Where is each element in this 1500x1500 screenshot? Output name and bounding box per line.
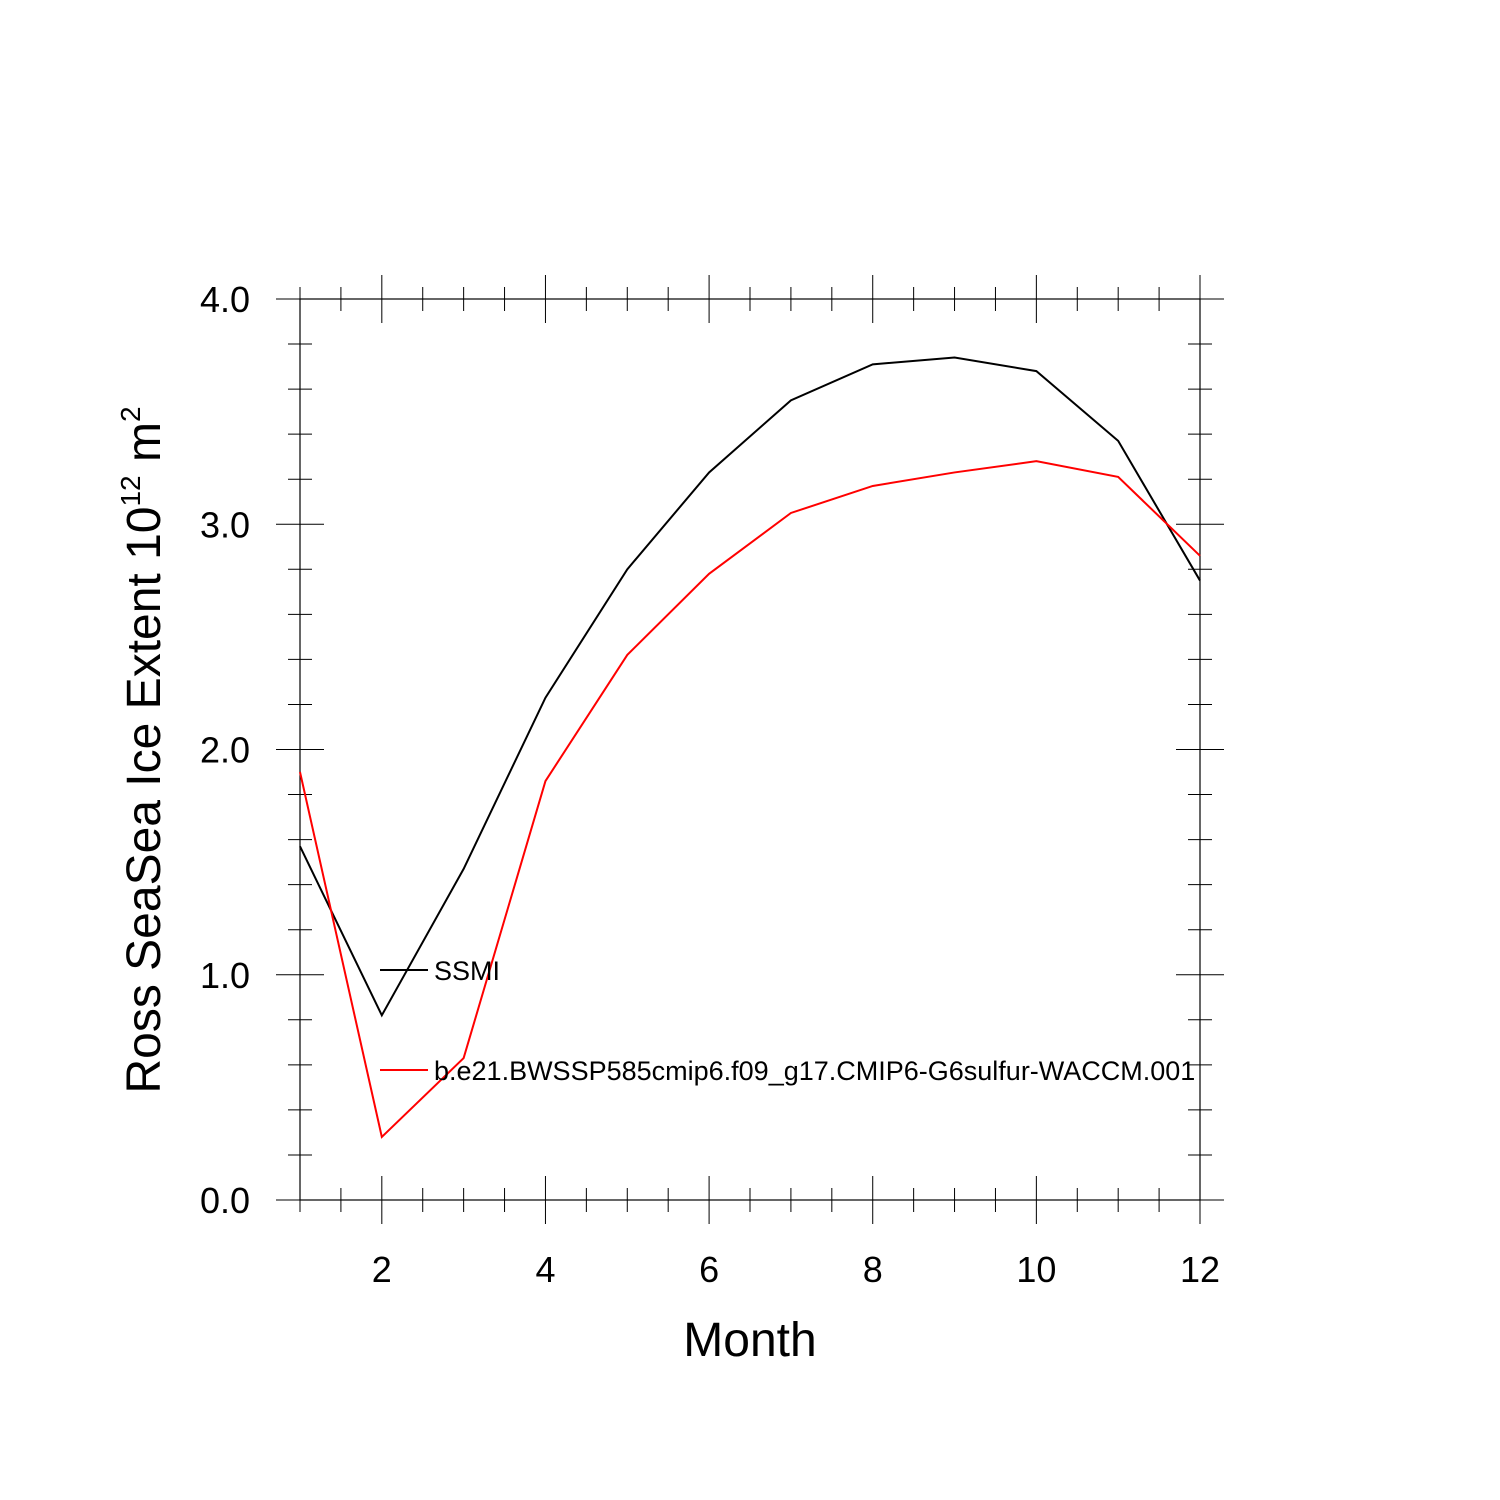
y-tick-label: 3.0 [200, 504, 250, 545]
y-axis-title-main: Ross SeaSea Ice Extent 10 [118, 507, 171, 1094]
x-tick-labels: 2 4 6 8 10 12 [372, 1249, 1220, 1290]
x-tick-label: 6 [699, 1249, 719, 1290]
series-line-ssmi [299, 356, 1201, 1018]
x-tick-label: 10 [1016, 1249, 1056, 1290]
y-axis-title-exp1: 12 [115, 475, 146, 506]
x-tick-label: 12 [1180, 1249, 1220, 1290]
plot-frame [299, 298, 1201, 1201]
series-lines [299, 356, 1201, 1139]
legend-label-ssmi: SSMI [434, 956, 500, 986]
y-axis-title-exp2: 2 [115, 406, 146, 422]
legend: SSMI b.e21.BWSSP585cmip6.f09_g17.CMIP6-G… [380, 956, 1195, 1086]
x-tick-label: 8 [863, 1249, 883, 1290]
y-tick-label: 1.0 [200, 955, 250, 996]
y-tick-label: 0.0 [200, 1180, 250, 1221]
x-tick-label: 4 [535, 1249, 555, 1290]
series-line-model [299, 460, 1201, 1139]
y-axis-title: Ross SeaSea Ice Extent 1012 m2 [115, 406, 171, 1093]
x-tick-label: 2 [372, 1249, 392, 1290]
y-tick-labels: 0.0 1.0 2.0 3.0 4.0 [200, 279, 250, 1221]
x-axis-title: Month [683, 1314, 816, 1367]
y-tick-label: 4.0 [200, 279, 250, 320]
legend-label-model: b.e21.BWSSP585cmip6.f09_g17.CMIP6-G6sulf… [434, 1056, 1195, 1086]
y-tick-label: 2.0 [200, 730, 250, 771]
y-axis-title-unit: m [118, 422, 171, 475]
